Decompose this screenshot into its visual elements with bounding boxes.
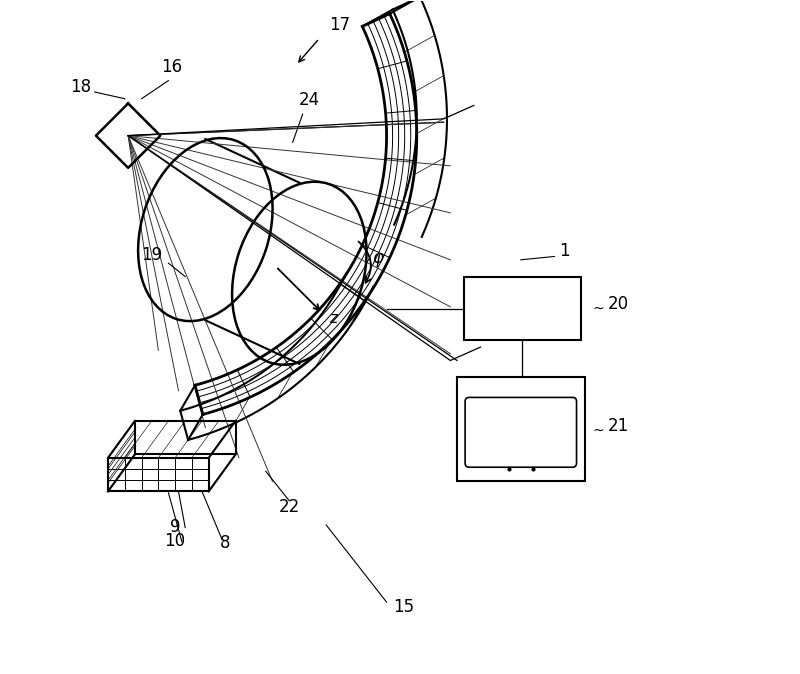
- Text: ~: ~: [592, 424, 604, 438]
- Text: 19: 19: [141, 246, 162, 264]
- Text: 22: 22: [278, 497, 300, 516]
- Text: 9: 9: [170, 518, 180, 536]
- Text: z: z: [329, 311, 337, 326]
- Text: 24: 24: [299, 92, 320, 109]
- Bar: [457, 377, 585, 481]
- Text: ~: ~: [592, 302, 604, 316]
- Text: 20: 20: [608, 295, 630, 313]
- Text: 10: 10: [165, 532, 186, 551]
- Text: 8: 8: [220, 534, 230, 553]
- Text: 16: 16: [162, 58, 182, 76]
- Text: 18: 18: [70, 78, 92, 96]
- Text: 15: 15: [393, 599, 414, 616]
- Bar: [464, 276, 582, 340]
- Text: $\varphi$: $\varphi$: [372, 251, 385, 269]
- Text: 1: 1: [559, 243, 570, 260]
- Text: 21: 21: [608, 417, 630, 435]
- Text: 17: 17: [329, 16, 350, 34]
